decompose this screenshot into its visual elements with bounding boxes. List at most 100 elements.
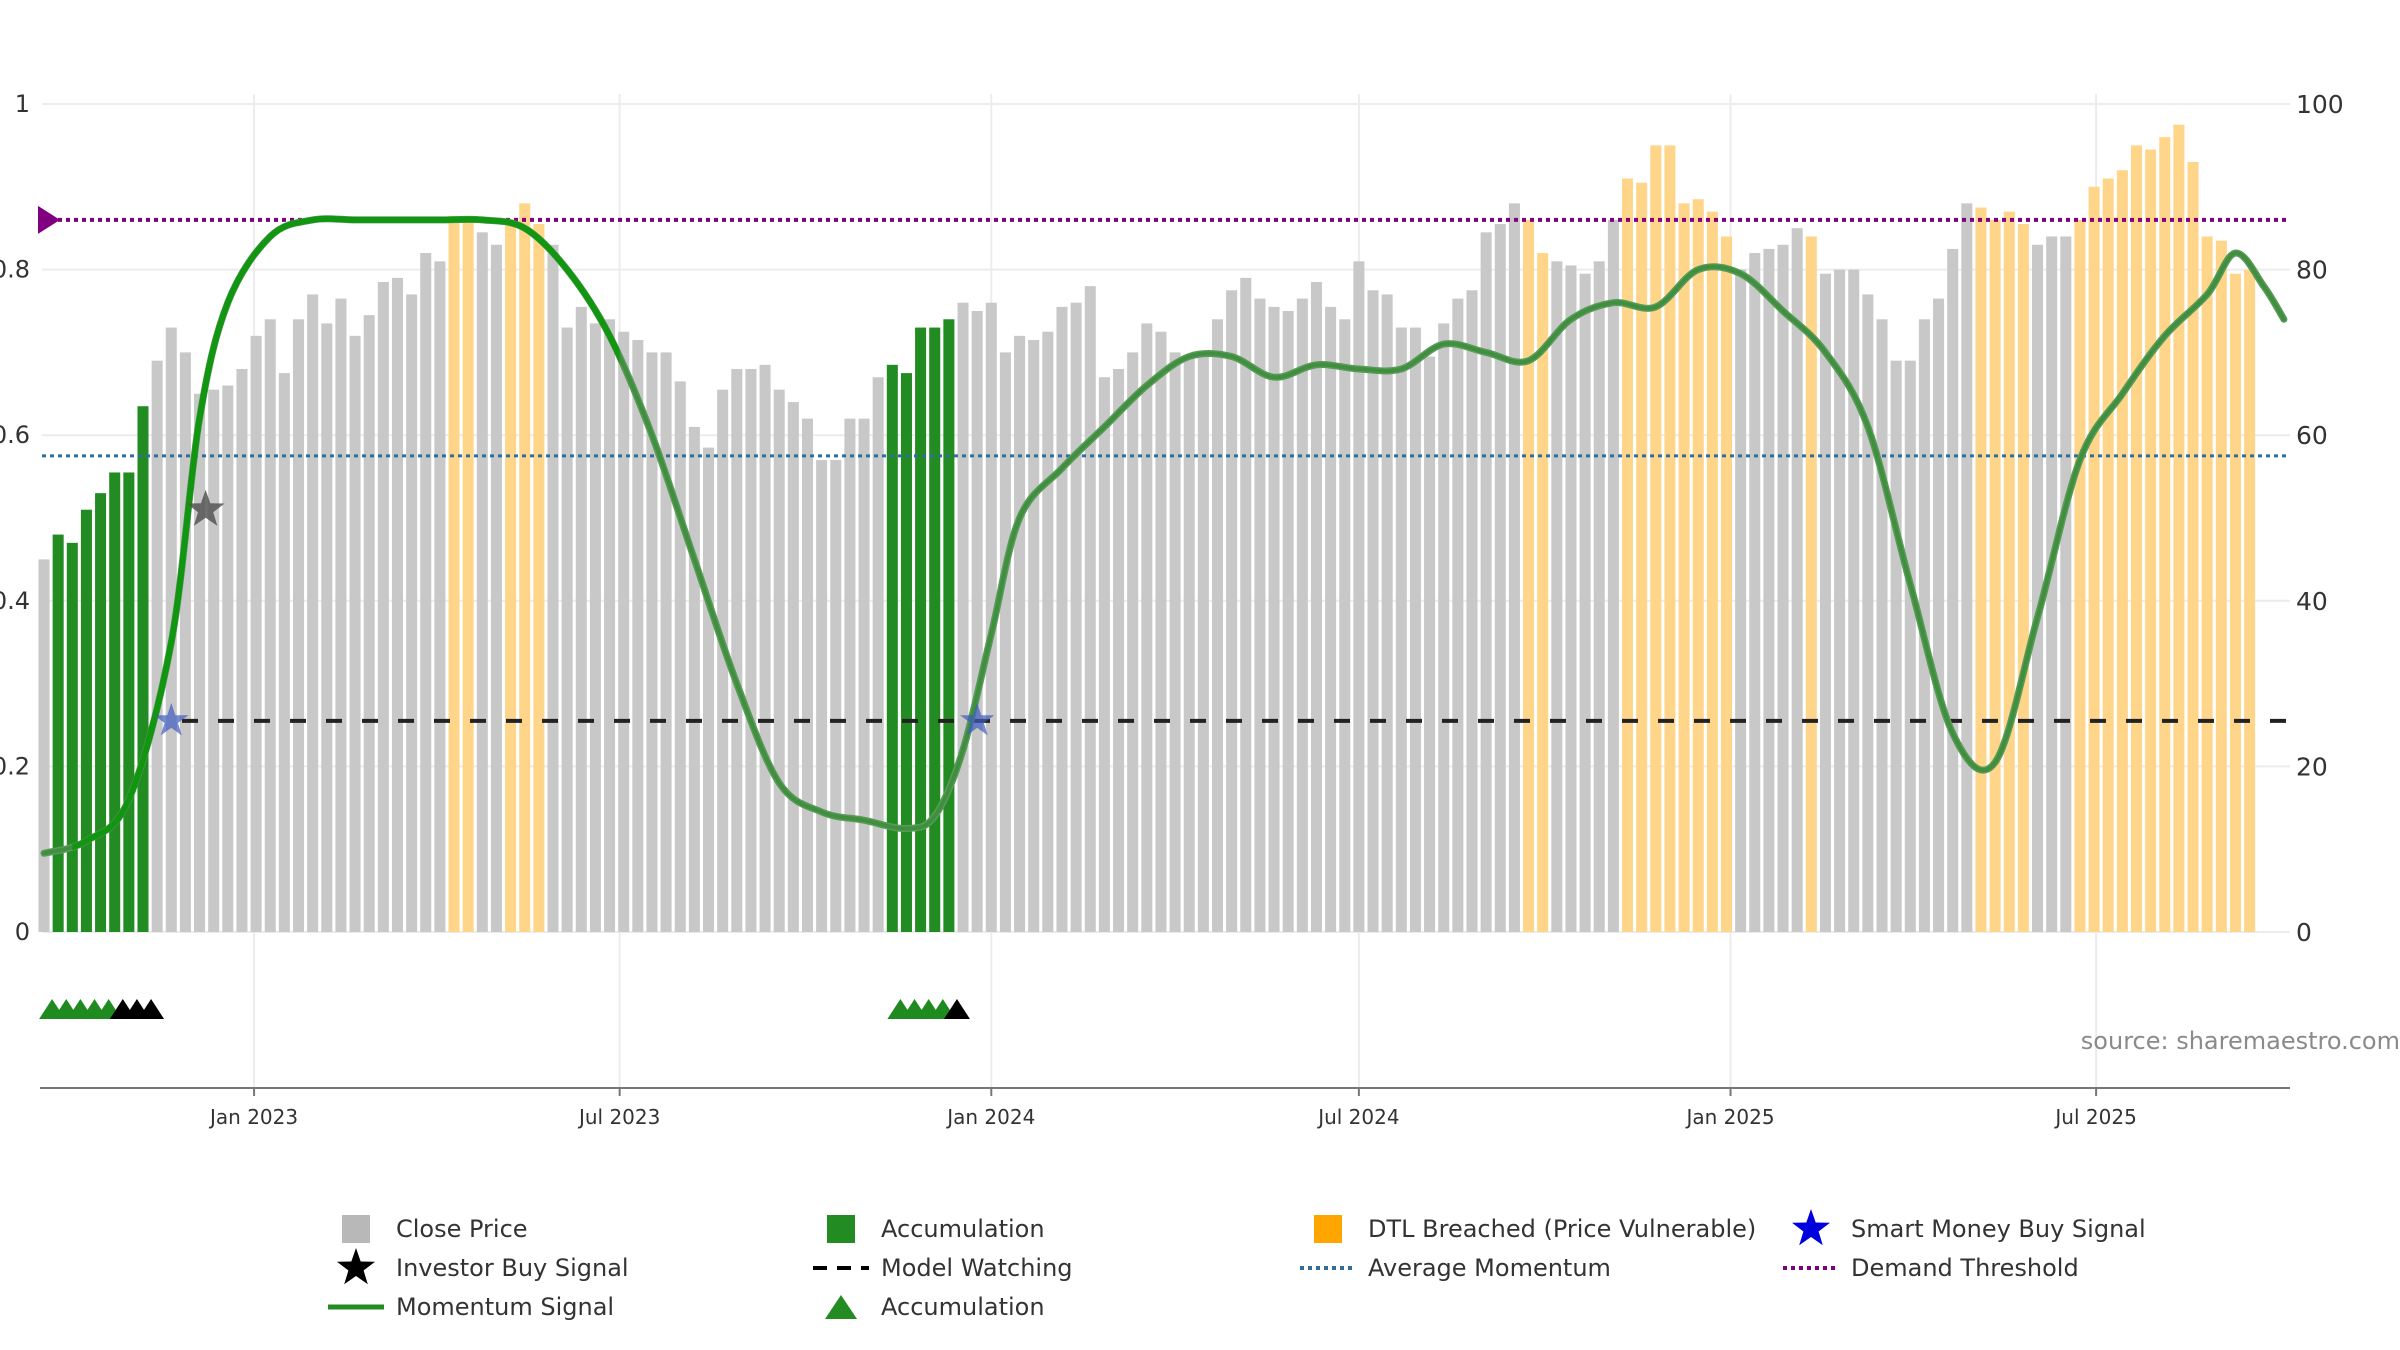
close-price-bar — [321, 323, 333, 932]
dtl-breached-bar — [2116, 170, 2128, 933]
close-price-bar — [1028, 339, 1040, 933]
close-price-bar — [957, 302, 969, 933]
close-price-bar — [1183, 356, 1195, 932]
legend-item: DTL Breached (Price Vulnerable) — [1314, 1215, 1756, 1243]
left-axis-tick-label: 0.4 — [0, 587, 30, 615]
close-price-bar — [1169, 352, 1181, 932]
close-price-bar — [1211, 319, 1224, 932]
legend: Close Price Accumulation DTL Breached (Pri… — [328, 1209, 2146, 1321]
close-price-bar — [1070, 302, 1082, 933]
close-price-bar — [1749, 253, 1761, 933]
dtl-breached-bar — [1720, 236, 1732, 933]
dtl-breached-bar — [2173, 124, 2185, 932]
close-price-bar — [278, 373, 290, 933]
close-price-bar — [830, 460, 842, 932]
accumulation-bar — [929, 327, 941, 932]
dtl-breached-bar — [2215, 240, 2227, 932]
close-price-bar — [1282, 311, 1294, 932]
close-price-bar — [787, 402, 799, 933]
close-price-bar — [858, 418, 870, 932]
legend-label: DTL Breached (Price Vulnerable) — [1368, 1215, 1756, 1243]
close-price-bar — [1381, 294, 1393, 932]
legend-swatch-square — [827, 1215, 855, 1243]
close-price-bar — [434, 261, 446, 932]
right-axis-tick-label: 100 — [2296, 90, 2344, 119]
dtl-breached-bar — [1989, 219, 2001, 933]
legend-swatch-star-icon — [337, 1248, 375, 1285]
close-price-bar — [717, 389, 729, 932]
close-price-bar — [646, 352, 658, 932]
dtl-breached-bar — [2201, 236, 2213, 933]
close-price-bar — [1961, 203, 1973, 933]
close-price-bar — [2060, 236, 2072, 933]
dtl-breached-bar — [2187, 161, 2199, 932]
close-price-bar — [660, 352, 672, 932]
close-price-bar — [1565, 265, 1577, 933]
dtl-breached-bar — [1636, 182, 1648, 932]
dtl-breached-bar — [533, 224, 545, 932]
line-series — [40, 215, 2290, 857]
dtl-breached-bar — [1692, 199, 1704, 933]
legend-swatch-triangle-icon — [825, 1295, 857, 1319]
legend-label: Momentum Signal — [396, 1293, 614, 1321]
dtl-breached-bar — [2003, 211, 2015, 932]
legend-label: Model Watching — [881, 1254, 1073, 1282]
accumulation-bar — [886, 364, 898, 932]
left-axis-tick-label: 0.6 — [0, 421, 30, 449]
dtl-breached-bar — [2244, 269, 2256, 933]
x-axis-tick-label: Jul 2024 — [1316, 1105, 1399, 1129]
close-price-bar — [292, 319, 305, 932]
x-axis-tick-label: Jan 2024 — [945, 1105, 1035, 1129]
close-price-bar — [1254, 298, 1266, 933]
legend-label: Demand Threshold — [1851, 1254, 2079, 1282]
legend-swatch-square — [342, 1215, 370, 1243]
legend-item: Model Watching — [813, 1254, 1073, 1282]
dtl-breached-bar — [1678, 203, 1690, 933]
close-price-bar — [1862, 294, 1874, 932]
close-price-bar — [1452, 298, 1464, 933]
close-price-bar — [1310, 282, 1322, 932]
legend-item: Momentum Signal — [328, 1293, 614, 1321]
close-price-bar — [307, 294, 319, 932]
close-price-bar — [179, 352, 191, 932]
close-price-bar — [1735, 269, 1747, 933]
close-price-bar — [1084, 286, 1096, 932]
close-price-bar — [250, 335, 262, 933]
legend-label: Accumulation — [881, 1215, 1045, 1243]
x-axis-tick-label: Jan 2023 — [208, 1105, 298, 1129]
signal-markers — [38, 205, 995, 1019]
accumulation-bar — [123, 472, 135, 932]
dtl-breached-bar — [2088, 186, 2100, 933]
dtl-breached-bar — [1664, 145, 1676, 932]
close-price-bar — [1367, 290, 1379, 932]
right-axis-tick-label: 20 — [2296, 752, 2328, 781]
close-price-bar — [1424, 356, 1436, 932]
close-price-bar — [406, 294, 418, 932]
close-price-bar — [1834, 269, 1846, 933]
dtl-breached-bar — [1805, 236, 1817, 933]
legend-item: Smart Money Buy Signal — [1792, 1209, 2146, 1246]
accumulation-bar — [137, 406, 149, 933]
close-price-bar — [391, 277, 403, 932]
dtl-breached-bar — [462, 215, 474, 932]
close-price-bar — [1197, 352, 1209, 932]
close-price-bar — [1890, 360, 1902, 932]
close-price-bar — [1056, 306, 1068, 932]
legend-item: Average Momentum — [1300, 1254, 1611, 1282]
legend-label: Close Price — [396, 1215, 528, 1243]
close-price-bar — [872, 377, 884, 932]
dtl-breached-bar — [1975, 207, 1987, 932]
close-price-bar — [1593, 261, 1605, 932]
legend-item: Close Price — [342, 1215, 528, 1243]
right-axis-tick-label: 80 — [2296, 256, 2328, 285]
close-price-bar — [1579, 273, 1591, 932]
dtl-breached-bar — [448, 215, 460, 932]
accumulation-bar — [109, 472, 121, 932]
close-price-bar — [801, 418, 814, 932]
legend-label: Smart Money Buy Signal — [1851, 1215, 2146, 1243]
close-price-bar — [349, 335, 361, 933]
bar-series — [38, 124, 2256, 933]
close-price-bar — [2032, 244, 2044, 932]
legend-swatch-star-icon — [1792, 1209, 1830, 1246]
